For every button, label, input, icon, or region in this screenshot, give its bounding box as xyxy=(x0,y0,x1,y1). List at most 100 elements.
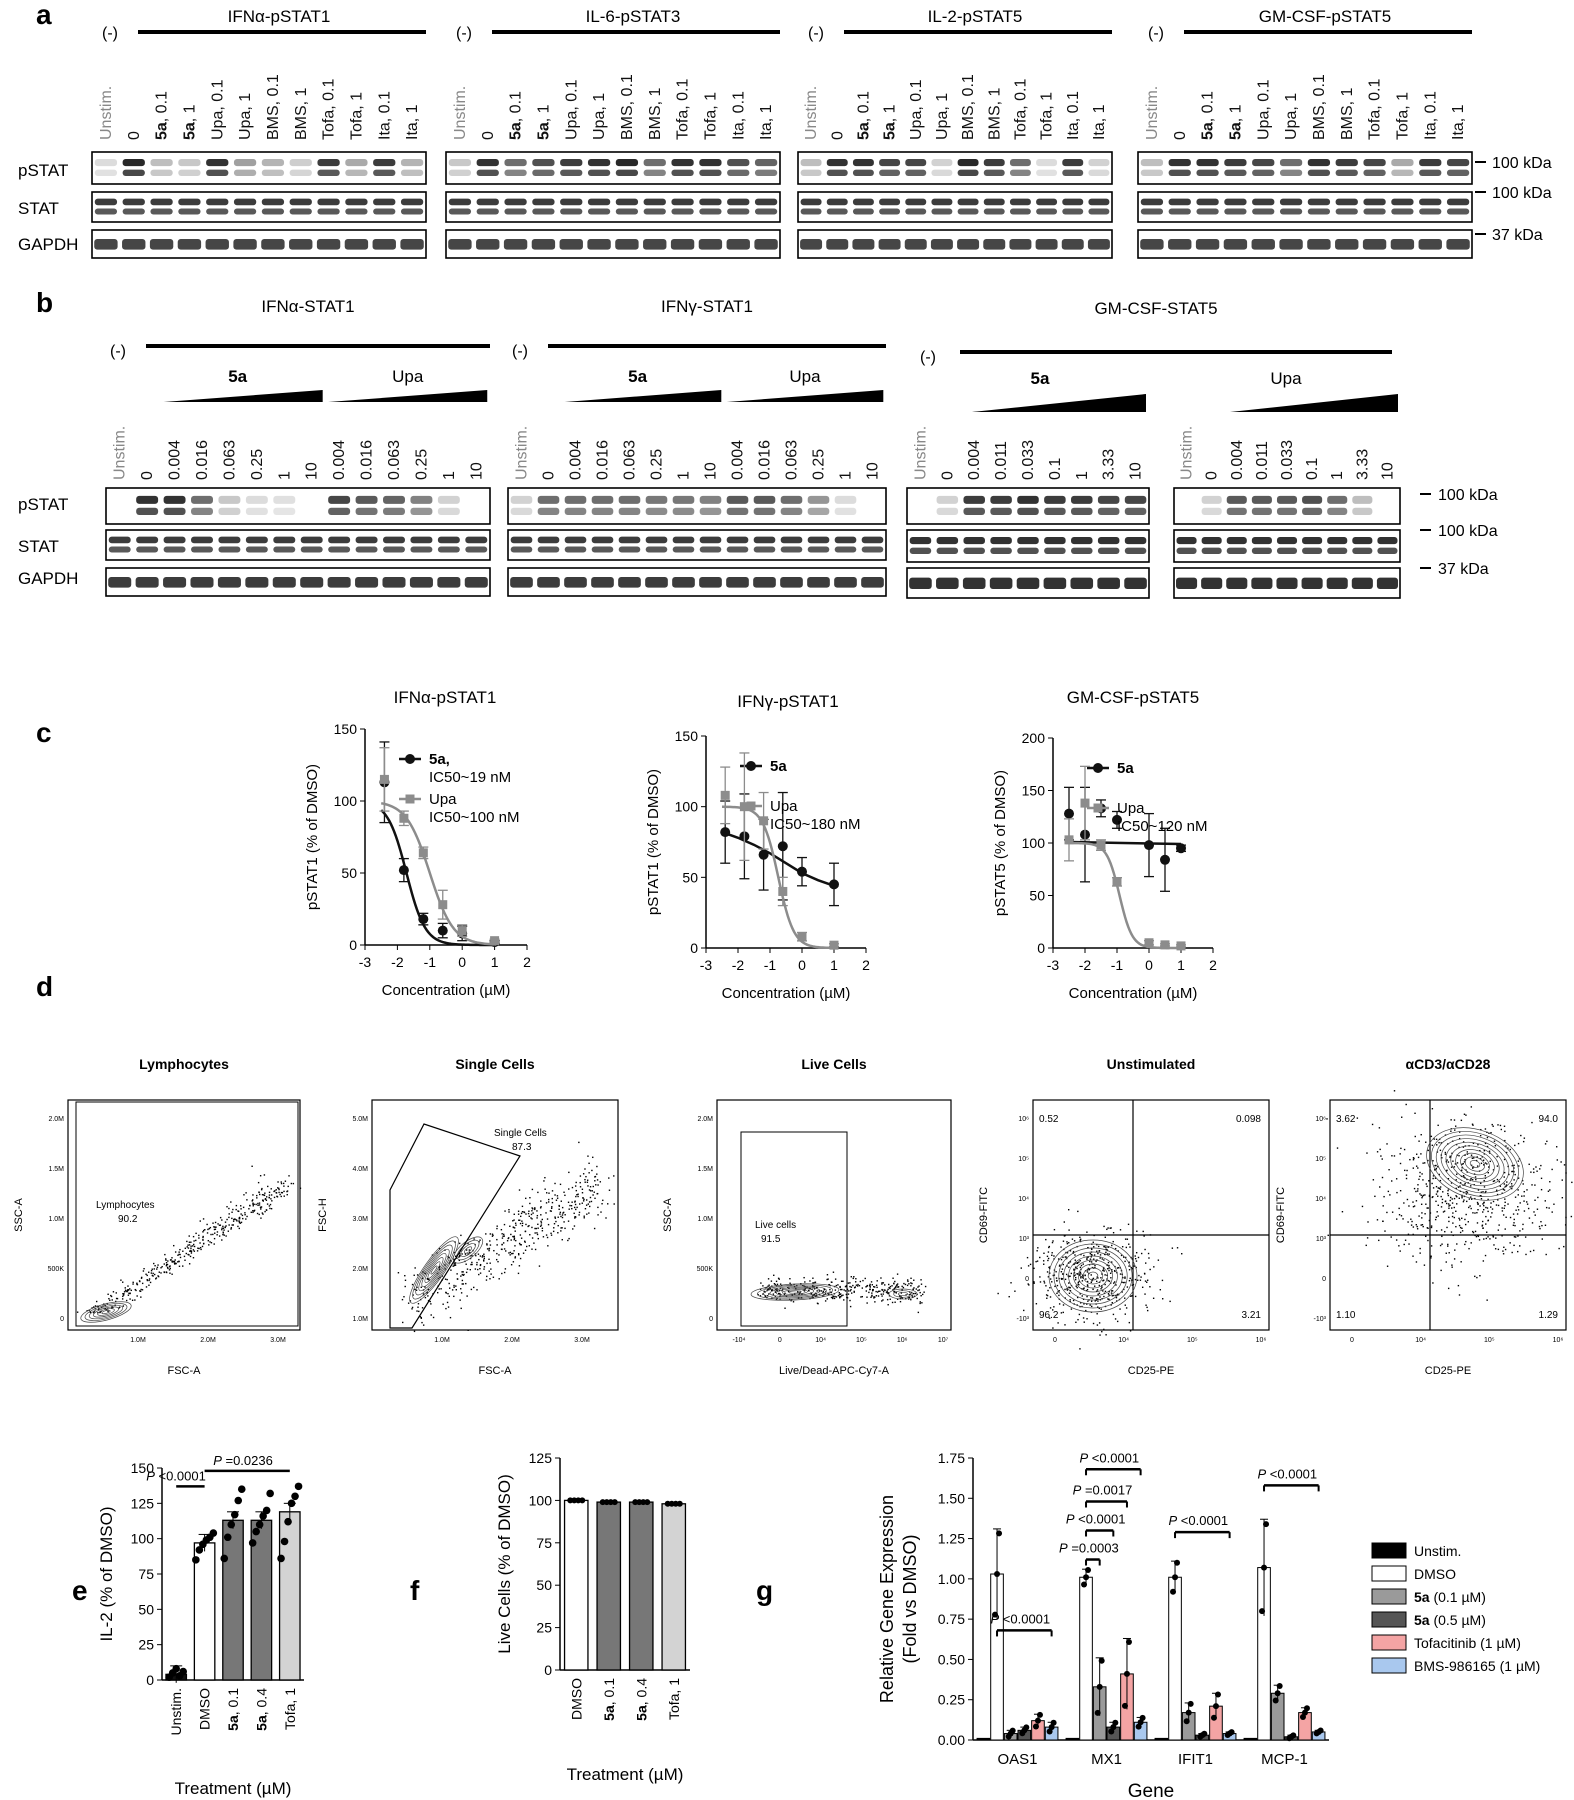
lane-label: 0.25 xyxy=(649,449,666,480)
x-tick-label: -2 xyxy=(391,954,404,970)
flow-event xyxy=(287,1185,289,1188)
dose-wedge xyxy=(328,390,488,402)
flow-event xyxy=(1078,1280,1080,1283)
flow-event xyxy=(1458,1294,1461,1296)
blot-band xyxy=(727,159,750,167)
flow-event xyxy=(258,1191,260,1194)
data-point xyxy=(266,1489,274,1498)
blot-band xyxy=(1224,159,1247,167)
flow-event xyxy=(911,1295,913,1297)
blot-band xyxy=(191,507,213,515)
flow-event xyxy=(497,1260,499,1263)
flow-event xyxy=(868,1291,870,1294)
lane-label: 5a, 0.1 xyxy=(1200,91,1217,140)
blot-band xyxy=(591,495,614,504)
flow-event xyxy=(1419,1171,1421,1174)
flow-contour xyxy=(1063,1251,1123,1301)
flow-event xyxy=(166,1266,169,1269)
flow-event xyxy=(531,1218,533,1220)
blot-band xyxy=(409,576,433,588)
flow-event xyxy=(1493,1180,1496,1182)
flow-event xyxy=(1526,1189,1528,1191)
flow-event xyxy=(920,1295,922,1297)
flow-event xyxy=(1465,1213,1467,1216)
flow-event xyxy=(1440,1142,1442,1144)
flow-y-tick: 1.0M xyxy=(697,1216,713,1223)
flow-event xyxy=(1098,1284,1101,1287)
flow-event xyxy=(592,1185,595,1188)
flow-event xyxy=(1119,1267,1121,1269)
flow-event xyxy=(1341,1211,1344,1213)
flow-event xyxy=(418,1310,420,1313)
flow-event xyxy=(570,1205,573,1207)
blot-band xyxy=(476,169,499,176)
flow-event xyxy=(1066,1242,1069,1245)
blot-minus-label: (-) xyxy=(512,343,528,360)
data-point xyxy=(252,1527,260,1536)
lane-label: 0 xyxy=(480,131,497,140)
blot-band xyxy=(963,495,985,504)
y-tick-label: 200 xyxy=(1022,730,1046,746)
flow-contour xyxy=(97,1308,115,1316)
flow-event xyxy=(849,1305,852,1308)
flow-event xyxy=(907,1296,909,1298)
flow-event xyxy=(1516,1213,1519,1215)
lane-label-rest: , 0.1 xyxy=(508,91,525,122)
blot-band xyxy=(936,547,959,554)
data-point xyxy=(1050,1719,1057,1726)
flow-event xyxy=(533,1242,535,1244)
x-tick-label: 0 xyxy=(458,954,466,970)
flow-event xyxy=(862,1279,864,1282)
flow-event xyxy=(832,1271,835,1273)
flow-event xyxy=(1103,1328,1105,1331)
x-tick-label: Tofa, 1 xyxy=(666,1678,682,1720)
flow-event xyxy=(1517,1160,1520,1162)
flow-event xyxy=(510,1239,512,1241)
lane-label: Ita, 0.1 xyxy=(376,91,393,140)
row-label: pSTAT xyxy=(18,495,68,514)
legend-bold: 5a xyxy=(1414,1612,1430,1628)
lane-label: 0.004 xyxy=(966,440,983,480)
flow-event xyxy=(493,1249,495,1252)
flow-event xyxy=(1152,1297,1155,1299)
flow-event xyxy=(1503,1171,1506,1174)
flow-event xyxy=(1146,1281,1148,1283)
flow-event xyxy=(215,1226,217,1228)
flow-event xyxy=(474,1268,477,1270)
flow-event xyxy=(253,1209,256,1212)
flow-event xyxy=(1101,1258,1103,1260)
flow-event xyxy=(190,1249,192,1252)
blot-band xyxy=(1124,495,1147,504)
flow-event xyxy=(1480,1191,1483,1193)
lane-label: Ita, 1 xyxy=(404,104,421,140)
flow-event xyxy=(218,1235,221,1237)
flow-event xyxy=(1458,1146,1460,1149)
flow-event xyxy=(127,1294,130,1296)
blot-band xyxy=(1036,169,1058,176)
blot-band xyxy=(1251,507,1272,515)
bar xyxy=(1079,1576,1093,1741)
flow-event xyxy=(1416,1228,1419,1230)
blot-band xyxy=(879,169,901,176)
flow-event xyxy=(798,1293,800,1296)
flow-event xyxy=(115,1292,117,1294)
flow-event xyxy=(492,1234,494,1237)
flow-event xyxy=(438,1268,441,1271)
blot-band xyxy=(826,169,848,176)
flow-event xyxy=(1463,1176,1465,1178)
flow-event xyxy=(1144,1248,1146,1251)
flow-event xyxy=(1095,1297,1098,1300)
flow-contour xyxy=(430,1265,438,1275)
blot-band xyxy=(699,159,722,167)
flow-event xyxy=(1477,1235,1480,1238)
blot-band xyxy=(645,576,668,588)
flow-event xyxy=(1448,1220,1450,1223)
flow-event xyxy=(1365,1244,1367,1247)
flow-event xyxy=(1435,1200,1437,1203)
flow-event xyxy=(429,1300,431,1303)
flow-event xyxy=(1464,1218,1466,1221)
flow-event xyxy=(814,1281,817,1283)
blot-band xyxy=(699,208,722,215)
blot-band xyxy=(476,159,499,167)
